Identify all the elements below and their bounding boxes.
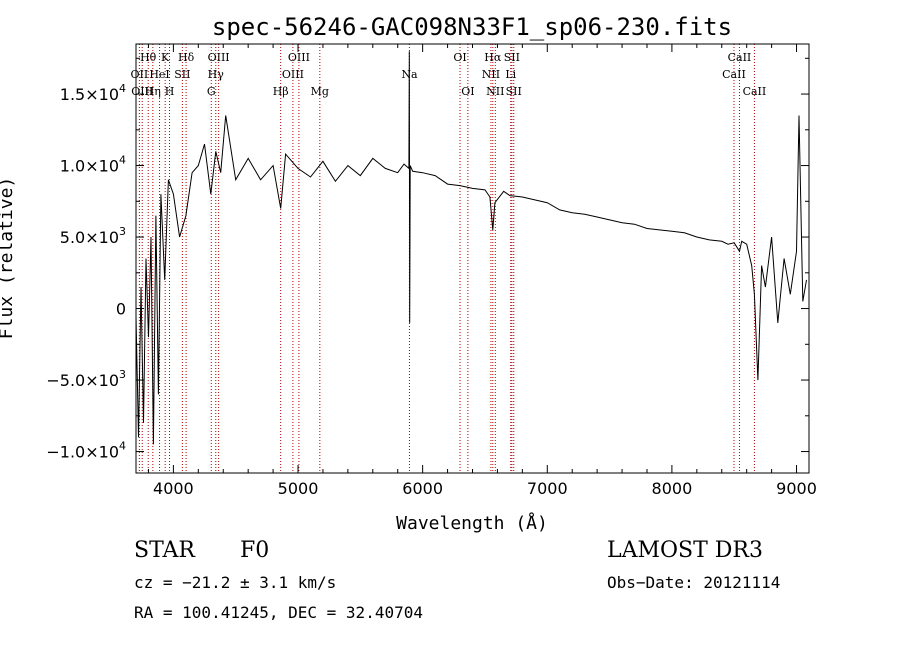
line-label: OIII bbox=[131, 85, 153, 98]
line-label: NII bbox=[482, 68, 500, 81]
x-axis-label: Wavelength (Å) bbox=[396, 512, 548, 534]
y-tick-label: −5.0×103 bbox=[46, 368, 126, 390]
x-tick-label: 9000 bbox=[776, 479, 817, 498]
line-label: HeI bbox=[149, 68, 169, 81]
survey-name: LAMOST DR3 bbox=[607, 538, 763, 563]
line-label: Hα bbox=[484, 51, 502, 64]
y-tick-exponent: 4 bbox=[119, 440, 126, 453]
x-tick-label: 7000 bbox=[527, 479, 568, 498]
x-tick-label: 5000 bbox=[278, 479, 319, 498]
line-label: CaII bbox=[728, 51, 752, 64]
line-label: H bbox=[165, 85, 175, 98]
y-axis-label: Flux (relative) bbox=[0, 177, 17, 340]
x-tick-label: 4000 bbox=[153, 479, 194, 498]
y-tick-mantissa: 0 bbox=[116, 300, 126, 319]
y-tick-exponent: 4 bbox=[119, 82, 126, 95]
line-label: Hγ bbox=[208, 68, 225, 81]
chart-title: spec-56246-GAC098N33F1_sp06-230.fits bbox=[212, 13, 732, 41]
line-label: SII bbox=[506, 85, 522, 98]
line-label: Hβ bbox=[273, 85, 289, 98]
y-tick-exponent: 3 bbox=[119, 225, 126, 238]
spectrum-series-line bbox=[135, 51, 807, 445]
ra-dec-coordinates: RA = 100.41245, DEC = 32.40704 bbox=[134, 603, 423, 622]
line-label: Li bbox=[505, 68, 516, 81]
emission-line-markers bbox=[138, 44, 755, 473]
line-label: Mg bbox=[311, 85, 329, 98]
line-label: NII bbox=[486, 85, 504, 98]
y-tick-label: 5.0×103 bbox=[60, 225, 126, 247]
y-tick-mantissa: 1.5×10 bbox=[60, 85, 119, 104]
y-tick-label: −1.0×104 bbox=[46, 440, 126, 462]
y-tick-mantissa: −5.0×10 bbox=[46, 371, 119, 390]
line-label: K bbox=[161, 51, 170, 64]
observation-date: Obs−Date: 20121114 bbox=[607, 573, 781, 592]
line-label: OIII bbox=[288, 51, 310, 64]
y-tick-mantissa: 5.0×10 bbox=[60, 228, 119, 247]
line-label: OIII bbox=[208, 51, 230, 64]
line-label: OI bbox=[453, 51, 466, 64]
line-label: SII bbox=[504, 51, 520, 64]
y-tick-exponent: 3 bbox=[119, 368, 126, 381]
object-class: STAR bbox=[134, 538, 195, 563]
x-tick-label: 8000 bbox=[652, 479, 693, 498]
x-axis-ticks: 4000 5000 6000 7000 8000 9000 bbox=[147, 44, 817, 498]
object-subclass: F0 bbox=[240, 538, 270, 563]
line-label: Hδ bbox=[178, 51, 195, 64]
plot-frame bbox=[135, 43, 810, 474]
line-label: CaII bbox=[722, 68, 746, 81]
line-label: OII bbox=[131, 68, 149, 81]
x-tick-label: 6000 bbox=[402, 479, 443, 498]
y-tick-label: 0 bbox=[116, 300, 126, 319]
y-tick-label: 1.0×104 bbox=[60, 154, 126, 176]
line-label: Hη bbox=[145, 85, 161, 98]
line-label: SII bbox=[174, 68, 190, 81]
line-label: OIII bbox=[282, 68, 304, 81]
redshift-cz: cz = −21.2 ± 3.1 km/s bbox=[134, 573, 337, 592]
line-label: OI bbox=[461, 85, 474, 98]
line-label: G bbox=[207, 85, 216, 98]
y-tick-mantissa: −1.0×10 bbox=[46, 443, 119, 462]
y-tick-mantissa: 1.0×10 bbox=[60, 157, 119, 176]
line-label: Hθ bbox=[140, 51, 157, 64]
y-tick-label: 1.5×104 bbox=[60, 82, 126, 104]
line-label: CaII bbox=[743, 85, 767, 98]
y-tick-exponent: 4 bbox=[119, 154, 126, 167]
